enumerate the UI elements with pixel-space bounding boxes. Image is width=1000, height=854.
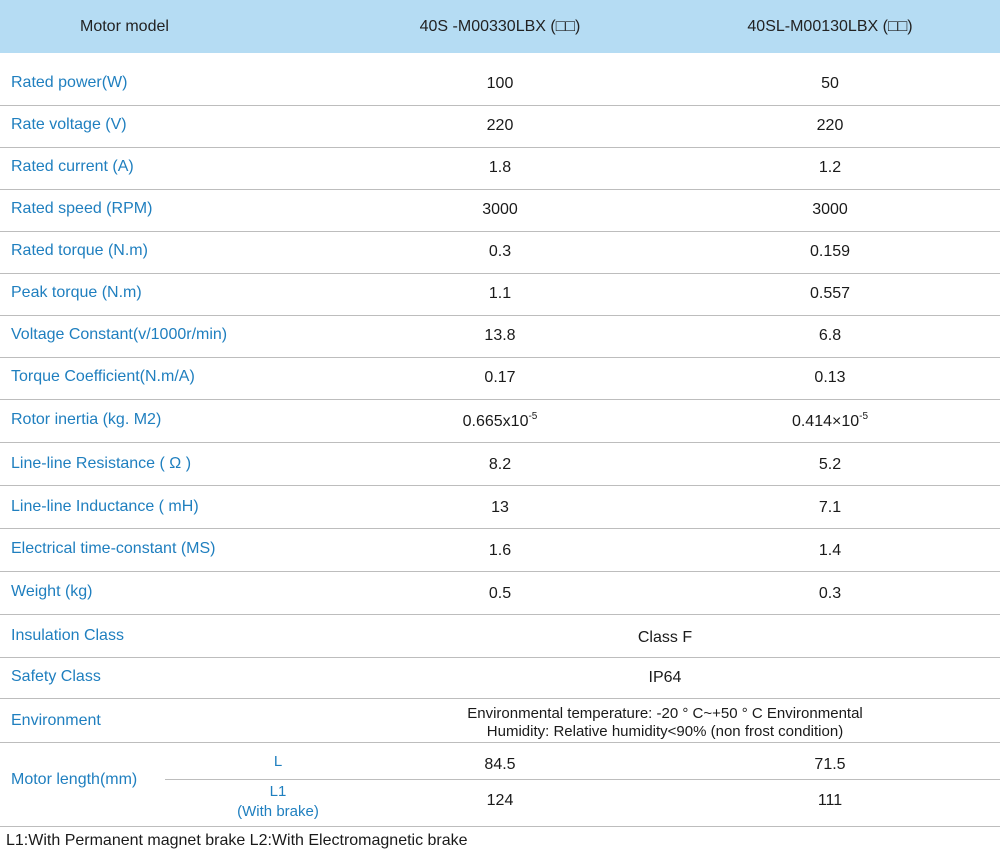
table-row: Safety Class IP64 bbox=[0, 658, 1000, 699]
motor-length-l1-value-1: 124 bbox=[486, 792, 514, 809]
row-value-1: 0.5 bbox=[488, 585, 512, 602]
motor-length-sub-l1-note: (With brake) bbox=[237, 803, 319, 820]
table-row: Electrical time-constant (MS) 1.6 1.4 bbox=[0, 529, 1000, 572]
row-value-2: 6.8 bbox=[818, 327, 842, 344]
row-value-2: 0.557 bbox=[809, 285, 851, 302]
motor-length-divider bbox=[165, 779, 1000, 780]
row-value-2: 0.13 bbox=[814, 369, 846, 386]
row-label: Rated speed (RPM) bbox=[11, 200, 153, 217]
row-value-2: 5.2 bbox=[818, 456, 842, 473]
row-label: Rated power(W) bbox=[11, 74, 128, 91]
row-value-1: 13 bbox=[491, 499, 509, 516]
row-value-2: 7.1 bbox=[818, 499, 842, 516]
rotor-inertia-exponent-1: -5 bbox=[528, 411, 538, 422]
table-row: Torque Coefficient(N.m/A) 0.17 0.13 bbox=[0, 358, 1000, 400]
motor-length-l-value-2: 71.5 bbox=[814, 756, 846, 773]
row-value-2: 3000 bbox=[812, 201, 848, 218]
motor-length-group: Motor length(mm) L 84.5 71.5 L1 (With br… bbox=[0, 743, 1000, 827]
motor-length-sub-l1: L1 bbox=[269, 783, 287, 800]
table-row: Rated power(W) 100 50 bbox=[0, 63, 1000, 106]
rotor-inertia-exponent-2: -5 bbox=[859, 411, 869, 422]
row-value-1: 1.1 bbox=[488, 285, 512, 302]
table-row: Rotor inertia (kg. M2) 0.665x10-5 0.414×… bbox=[0, 400, 1000, 443]
table-header: Motor model 40S -M00330LBX (□□) 40SL-M00… bbox=[0, 0, 1000, 53]
header-model-1: 40S -M00330LBX (□□) bbox=[419, 18, 581, 35]
row-value-2: 0.414×10-5 bbox=[710, 411, 950, 431]
table-row: Voltage Constant(v/1000r/min) 13.8 6.8 bbox=[0, 316, 1000, 358]
row-value-2: 1.4 bbox=[818, 542, 842, 559]
row-value-1: 220 bbox=[486, 117, 514, 134]
row-value-span: Class F bbox=[637, 629, 693, 646]
row-label: Rated current (A) bbox=[11, 158, 134, 175]
row-value-1: 13.8 bbox=[484, 327, 516, 344]
motor-length-label: Motor length(mm) bbox=[11, 771, 138, 788]
row-value-1: 0.17 bbox=[484, 369, 516, 386]
table-row: Rated speed (RPM) 3000 3000 bbox=[0, 190, 1000, 232]
table-row: Line-line Resistance ( Ω ) 8.2 5.2 bbox=[0, 443, 1000, 486]
row-value-span: IP64 bbox=[648, 669, 682, 686]
header-motor-model: Motor model bbox=[80, 18, 169, 35]
row-value-1: 8.2 bbox=[488, 456, 512, 473]
environment-line-2: Humidity: Relative humidity<90% (non fro… bbox=[486, 723, 844, 740]
table-row: Weight (kg) 0.5 0.3 bbox=[0, 572, 1000, 615]
row-value-1: 0.3 bbox=[488, 243, 512, 260]
row-value-1: 100 bbox=[486, 75, 514, 92]
row-value-2: 50 bbox=[821, 75, 839, 92]
table-row: Rated torque (N.m) 0.3 0.159 bbox=[0, 232, 1000, 274]
row-label: Environment bbox=[11, 712, 101, 729]
row-value-1: 3000 bbox=[482, 201, 518, 218]
table-row: Line-line Inductance ( mH) 13 7.1 bbox=[0, 486, 1000, 529]
row-label: Safety Class bbox=[11, 668, 101, 685]
row-label: Line-line Resistance ( Ω ) bbox=[11, 455, 192, 472]
row-value-2: 220 bbox=[816, 117, 844, 134]
brake-footnote: L1:With Permanent magnet brake L2:With E… bbox=[6, 832, 468, 849]
table-row: Insulation Class Class F bbox=[0, 615, 1000, 658]
motor-length-l1-value-2: 111 bbox=[817, 792, 843, 809]
row-value-2: 1.2 bbox=[818, 159, 842, 176]
table-row: Rate voltage (V) 220 220 bbox=[0, 106, 1000, 148]
row-value-2: 0.3 bbox=[818, 585, 842, 602]
row-label: Electrical time-constant (MS) bbox=[11, 540, 216, 557]
row-value-2: 0.159 bbox=[809, 243, 851, 260]
row-label: Voltage Constant(v/1000r/min) bbox=[11, 326, 228, 343]
table-row: Peak torque (N.m) 1.1 0.557 bbox=[0, 274, 1000, 316]
row-label: Rotor inertia (kg. M2) bbox=[11, 411, 162, 428]
row-label: Insulation Class bbox=[11, 627, 124, 644]
row-label: Line-line Inductance ( mH) bbox=[11, 498, 199, 515]
row-value-1: 1.8 bbox=[488, 159, 512, 176]
motor-length-l-value-1: 84.5 bbox=[484, 756, 516, 773]
rotor-inertia-base-2: 0.414×10 bbox=[791, 413, 860, 430]
table-row: Rated current (A) 1.8 1.2 bbox=[0, 148, 1000, 190]
table-row: Environment Environmental temperature: -… bbox=[0, 699, 1000, 743]
row-value-1: 0.665x10-5 bbox=[380, 411, 620, 431]
row-label: Rate voltage (V) bbox=[11, 116, 127, 133]
row-label: Torque Coefficient(N.m/A) bbox=[11, 368, 195, 385]
row-label: Weight (kg) bbox=[11, 583, 93, 600]
row-value-1: 1.6 bbox=[488, 542, 512, 559]
row-label: Peak torque (N.m) bbox=[11, 284, 142, 301]
motor-length-sub-l: L bbox=[273, 753, 283, 770]
header-model-2: 40SL-M00130LBX (□□) bbox=[747, 18, 913, 35]
rotor-inertia-base-1: 0.665x10 bbox=[462, 413, 529, 430]
row-label: Rated torque (N.m) bbox=[11, 242, 148, 259]
environment-line-1: Environmental temperature: -20 ° C~+50 °… bbox=[467, 705, 863, 722]
